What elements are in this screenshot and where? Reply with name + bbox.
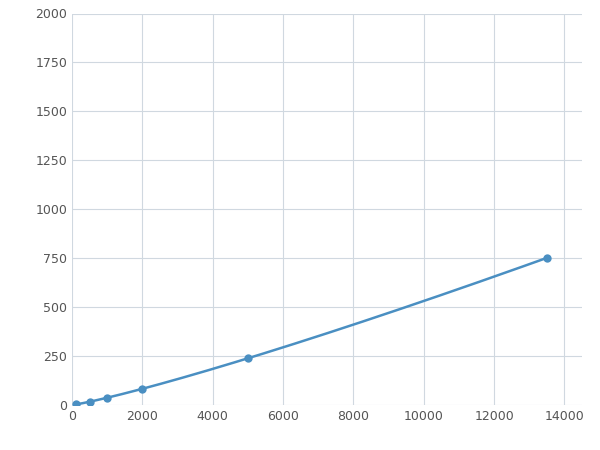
Point [103, 394, 112, 401]
Point [137, 385, 147, 392]
Point [542, 254, 551, 261]
Point [85, 398, 94, 405]
Point [71, 401, 81, 408]
Point [243, 355, 253, 362]
